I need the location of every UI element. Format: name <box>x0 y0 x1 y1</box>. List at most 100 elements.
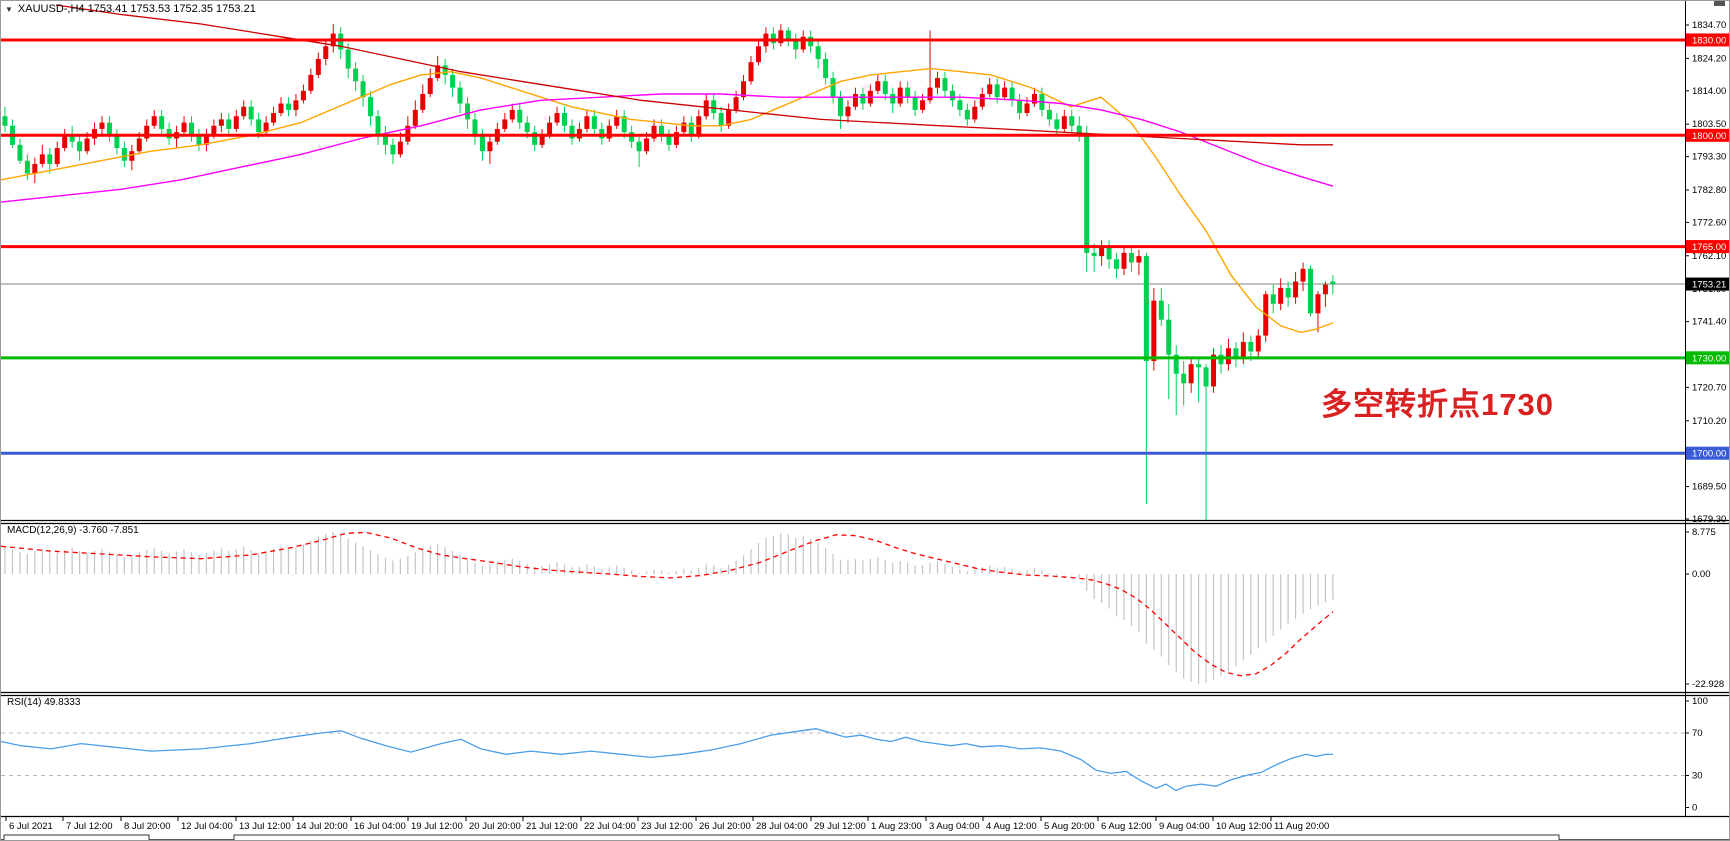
candle-body <box>644 138 650 152</box>
candle-body <box>151 116 157 126</box>
time-tick-label: 26 Jul 20:00 <box>699 821 751 832</box>
candle-body <box>1024 103 1030 114</box>
candle-body <box>718 113 724 126</box>
candle-body <box>1315 294 1321 314</box>
candle-body <box>144 125 150 139</box>
symbol-dropdown-icon[interactable]: ▼ <box>5 4 13 14</box>
price-tick-label: 1793.30 <box>1692 152 1726 163</box>
candle-body <box>1136 256 1142 263</box>
scroll-marker[interactable] <box>1714 1 1725 6</box>
candle-body <box>949 90 955 101</box>
time-axis[interactable]: 6 Jul 2021 7 Jul 12:00 8 Jul 20:00 12 Jul 0… <box>5 817 1329 832</box>
candle-body <box>47 154 53 164</box>
candle-body <box>987 84 993 94</box>
candle-body <box>1248 341 1254 352</box>
candle-body <box>1046 109 1052 120</box>
candle-body <box>1114 259 1120 269</box>
price-tick-label: 1772.60 <box>1692 217 1726 228</box>
macd-axis-label: 0.00 <box>1692 569 1711 580</box>
candle-body <box>1233 348 1239 358</box>
candle-body <box>1031 93 1037 104</box>
candle-body <box>465 103 471 120</box>
current-price-badge-bg <box>1686 277 1729 291</box>
rsi-axis-label: 100 <box>1692 696 1708 707</box>
candle-body <box>450 74 456 88</box>
candle-body <box>360 81 366 98</box>
candle-body <box>233 116 239 129</box>
candle-body <box>703 100 709 117</box>
candle-body <box>681 122 687 133</box>
candle-body <box>882 81 888 94</box>
candle-body <box>308 74 314 91</box>
candle-body <box>838 97 844 117</box>
candle-body <box>1188 364 1194 384</box>
candle-body <box>576 128 582 139</box>
candle-body <box>606 125 612 139</box>
rsi-axis-label: 30 <box>1692 771 1703 782</box>
time-tick-label: 22 Jul 04:00 <box>584 821 636 832</box>
level-price-badge-bg <box>1686 351 1729 365</box>
level-price-badge: 1830.00 <box>1692 35 1726 46</box>
candle-body <box>382 135 388 145</box>
rsi-line <box>1 728 1334 792</box>
time-tick-label: 9 Aug 04:00 <box>1159 821 1210 832</box>
candle-body <box>1203 367 1209 387</box>
candle-body <box>92 128 98 139</box>
chart-annotation-text[interactable]: 多空转折点1730 <box>1321 387 1554 422</box>
candle-body <box>1181 373 1187 384</box>
chart-title: XAUUSD-,H4 1753.41 1753.53 1752.35 1753.… <box>17 3 256 15</box>
candle-body <box>890 93 896 104</box>
ma-fast-line <box>1 67 1334 334</box>
candle-body <box>845 106 851 117</box>
candle-body <box>166 128 172 139</box>
chart-title-bar[interactable]: ▼ XAUUSD-,H4 1753.41 1753.53 1752.35 175… <box>5 3 256 15</box>
candle-body <box>957 100 963 110</box>
price-tick-label: 1741.40 <box>1692 317 1726 328</box>
docked-window-edge[interactable] <box>3 834 150 841</box>
candle-body <box>935 78 940 88</box>
candle-body <box>554 113 560 123</box>
docked-window-edge[interactable] <box>233 834 1560 841</box>
candle-body <box>241 106 247 117</box>
candle-body <box>435 65 441 79</box>
candle-body <box>905 87 911 98</box>
time-tick-label: 4 Aug 12:00 <box>986 821 1037 832</box>
candle-body <box>1255 335 1261 352</box>
candle-body <box>1091 252 1097 257</box>
candle-body <box>84 138 90 152</box>
candle-body <box>39 154 45 164</box>
candle-body <box>285 103 291 110</box>
candle-body <box>114 135 120 149</box>
level-price-badge-bg <box>1686 33 1729 47</box>
level-price-badge-bg <box>1686 128 1729 142</box>
candle-body <box>666 135 672 145</box>
candle-body <box>927 87 933 101</box>
candle-body <box>920 100 926 110</box>
candle-body <box>427 78 433 94</box>
candle-body <box>121 148 127 161</box>
candle-body <box>338 33 344 50</box>
candle-body <box>479 135 485 152</box>
hlines-layer[interactable] <box>1 38 1685 455</box>
price-axis[interactable]: 1834.70 1824.20 1814.00 1803.50 1793.30 1782.… <box>1685 20 1730 814</box>
candle-body <box>263 122 269 133</box>
price-tick-label: 1814.00 <box>1692 86 1726 97</box>
time-tick-label: 1 Aug 23:00 <box>871 821 922 832</box>
candle-body <box>912 97 918 110</box>
candle-body <box>1121 252 1127 269</box>
time-tick-label: 13 Jul 12:00 <box>239 821 291 832</box>
candle-body <box>1166 319 1172 355</box>
candle-body <box>54 148 60 164</box>
time-tick-label: 21 Jul 12:00 <box>526 821 578 832</box>
candle-body <box>1322 284 1328 295</box>
candle-body <box>875 81 881 91</box>
time-tick-label: 29 Jul 12:00 <box>814 821 866 832</box>
bottom-strip <box>1 834 1729 841</box>
candle-body <box>106 122 112 136</box>
candle-body <box>1293 281 1299 298</box>
candle-body <box>487 141 493 152</box>
candle-body <box>1211 354 1217 387</box>
candle-body <box>17 144 23 161</box>
candle-body <box>69 135 75 142</box>
